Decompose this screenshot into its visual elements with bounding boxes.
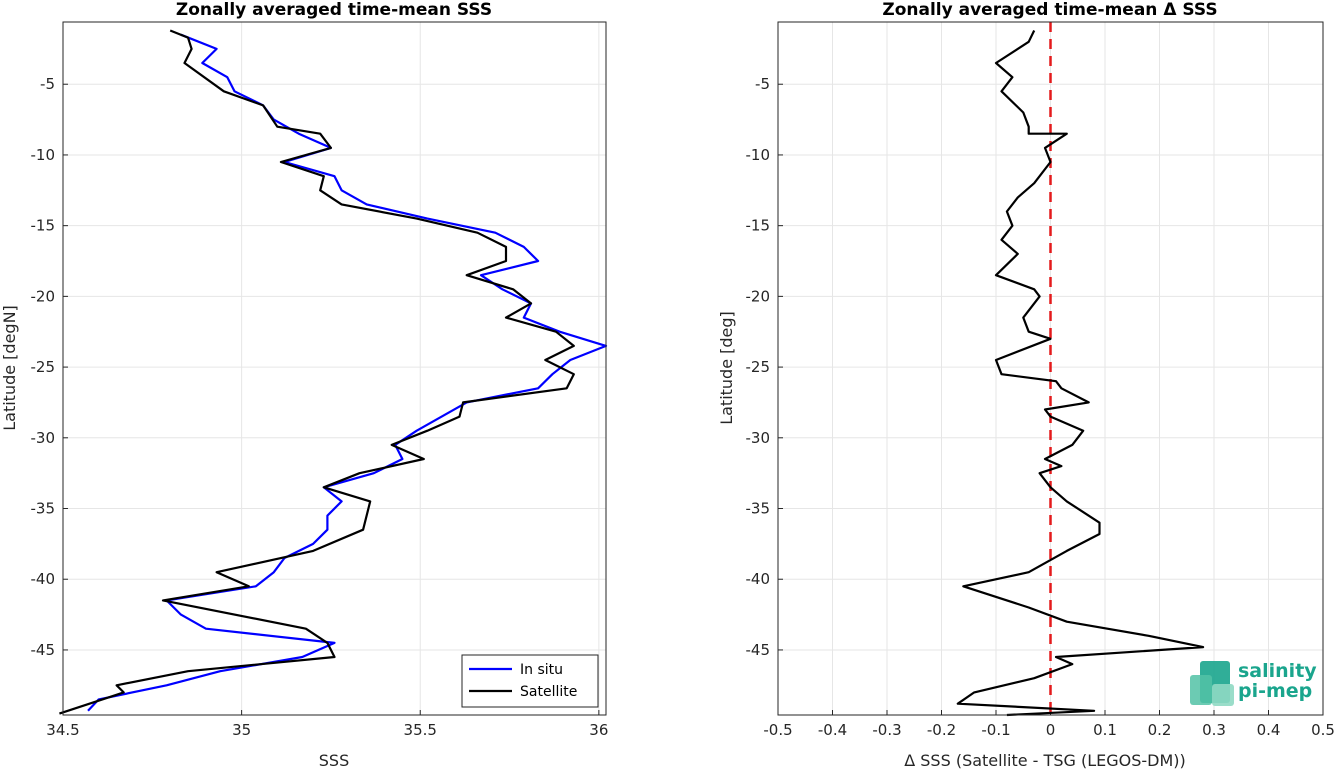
- y-tick-label: -30: [31, 429, 56, 447]
- sss-title: Zonally averaged time-mean SSS: [176, 0, 492, 20]
- delta-xlabel: Δ SSS (Satellite - TSG (LEGOS-DM)): [904, 751, 1186, 769]
- y-tick-label: -45: [31, 641, 56, 659]
- y-tick-label: -10: [31, 146, 56, 164]
- logo-wave-icon: [1190, 661, 1234, 706]
- delta-lines: [956, 30, 1205, 717]
- y-tick-label: -5: [40, 75, 55, 93]
- x-tick-label: 0.1: [1093, 721, 1117, 739]
- sss-grid: [62, 22, 606, 715]
- y-tick-label: -40: [31, 570, 56, 588]
- y-tick-label: -35: [31, 500, 56, 518]
- y-tick-label: -25: [746, 358, 771, 376]
- x-tick-label: 0.2: [1148, 721, 1172, 739]
- delta-ylabel: Latitude [deg]: [717, 311, 736, 425]
- y-tick-label: -40: [746, 570, 771, 588]
- y-tick-label: -20: [31, 287, 56, 305]
- x-tick-label: 35.5: [404, 721, 437, 739]
- legend-in-situ-label: In situ: [520, 662, 563, 678]
- x-tick-label: 0.4: [1257, 721, 1281, 739]
- delta-axes-box: [777, 21, 1324, 716]
- logo-salinity: salinity: [1238, 660, 1317, 682]
- y-tick-label: -15: [31, 217, 56, 235]
- y-tick-label: -10: [746, 146, 771, 164]
- y-tick-label: -45: [746, 641, 771, 659]
- x-tick-label: -0.3: [872, 721, 901, 739]
- x-tick-label: 0: [1046, 721, 1056, 739]
- sss-panel: 34.5 35 35.5 36 -5 -10 -15 -20 -25 -30 -35 -40 -45 Z…: [0, 0, 608, 769]
- x-tick-label: -0.2: [927, 721, 956, 739]
- x-tick-label: 34.5: [46, 721, 79, 739]
- legend-satellite-label: Satellite: [520, 684, 577, 700]
- x-tick-label: 0.3: [1202, 721, 1226, 739]
- sss-ylabel: Latitude [degN]: [0, 305, 19, 431]
- sss-axes-box: [62, 21, 607, 716]
- delta-title: Zonally averaged time-mean Δ SSS: [882, 0, 1217, 20]
- y-tick-label: -35: [746, 500, 771, 518]
- sss-xlabel: SSS: [319, 751, 349, 769]
- delta-sss-panel: -0.5 -0.4 -0.3 -0.2 -0.1 0 0.1 0.2 0.3 0.4 0.5 -5 -1…: [717, 0, 1335, 769]
- sss-lines: [59, 29, 608, 715]
- logo-pimep: pi-mep: [1238, 680, 1312, 702]
- series-line-delta: [956, 30, 1205, 717]
- y-tick-label: -5: [755, 75, 770, 93]
- y-tick-label: -15: [746, 217, 771, 235]
- legend-box: [461, 654, 599, 708]
- x-tick-label: 35: [232, 721, 251, 739]
- x-tick-label: 36: [589, 721, 608, 739]
- x-tick-label: 0.5: [1311, 721, 1335, 739]
- y-tick-label: -20: [746, 287, 771, 305]
- sss-plot-area: [63, 22, 606, 715]
- x-tick-label: -0.1: [981, 721, 1010, 739]
- delta-ticks: -0.5 -0.4 -0.3 -0.2 -0.1 0 0.1 0.2 0.3 0.4 0.5 -5 -1…: [746, 75, 1335, 739]
- sss-ticks: 34.5 35 35.5 36 -5 -10 -15 -20 -25 -30 -35 -40 -45: [31, 75, 609, 739]
- y-tick-label: -30: [746, 429, 771, 447]
- salinity-pimep-logo: salinity pi-mep: [1190, 660, 1317, 706]
- x-tick-label: -0.4: [818, 721, 847, 739]
- series-line-satellite: [59, 29, 575, 715]
- y-tick-label: -25: [31, 358, 56, 376]
- x-tick-label: -0.5: [763, 721, 792, 739]
- legend: In situ Satellite: [461, 654, 599, 708]
